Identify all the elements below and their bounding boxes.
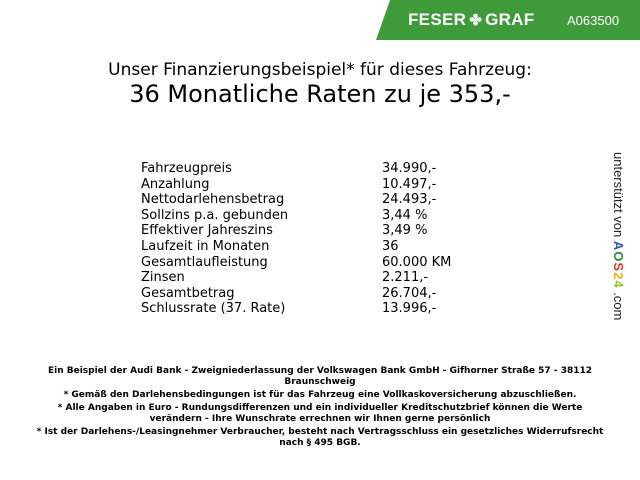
row-label: Fahrzeugpreis — [141, 161, 232, 176]
row-label: Effektiver Jahreszins — [141, 223, 273, 239]
row-value: 34.990,- — [382, 161, 437, 176]
row-label: Sollzins p.a. gebunden — [141, 207, 289, 223]
row-label: Anzahlung — [141, 176, 210, 192]
domain-suffix: .com — [611, 292, 626, 321]
row-value: 3,49 % — [382, 223, 428, 239]
table-row: Gesamtlaufleistung 60.000 KM — [141, 255, 471, 271]
financing-title: Unser Finanzierungsbeispiel* für dieses … — [108, 60, 532, 80]
row-value: 26.704,- — [382, 285, 437, 301]
table-row: Gesamtbetrag 26.704,- — [141, 286, 471, 302]
table-row: Nettodarlehensbetrag 24.493,- — [141, 192, 471, 208]
row-label: Gesamtbetrag — [141, 285, 235, 301]
row-value: 3,44 % — [382, 207, 428, 223]
monthly-rate-headline: 36 Monatliche Raten zu je 353,- — [129, 80, 511, 108]
row-label: Schlussrate (37. Rate) — [141, 301, 286, 317]
table-row: Effektiver Jahreszins 3,49 % — [141, 223, 471, 239]
row-label: Gesamtlaufleistung — [141, 254, 268, 270]
financing-table: Fahrzeugpreis 34.990,- Anzahlung 10.497,- Ne… — [141, 161, 471, 317]
disclaimer-line: * Alle Angaben in Euro - Rundungsdiffere… — [57, 403, 583, 424]
clover-icon: ✤ — [469, 12, 483, 29]
powered-by: unterstützt von AOS24 .com — [611, 152, 626, 320]
row-value: 13.996,- — [382, 301, 437, 317]
table-row: Zinsen 2.211,- — [141, 270, 471, 286]
table-row: Anzahlung 10.497,- — [141, 177, 471, 193]
row-label: Zinsen — [141, 270, 185, 286]
powered-by-text: unterstützt von — [611, 152, 626, 238]
row-value: 60.000 KM — [382, 254, 452, 270]
disclaimer: Ein Beispiel der Audi Bank - Zweignieder… — [30, 366, 610, 451]
disclaimer-line: Ein Beispiel der Audi Bank - Zweignieder… — [47, 366, 593, 387]
vehicle-code: A063500 — [567, 13, 620, 28]
aos24-logo: AOS24 — [611, 240, 626, 289]
disclaimer-line: * Ist der Darlehens-/Leasingnehmer Verbr… — [36, 427, 604, 448]
brand-name: FESER — [408, 10, 467, 29]
row-label: Laufzeit in Monaten — [141, 238, 270, 254]
row-value: 24.493,- — [382, 192, 437, 208]
disclaimer-line: * Gemäß den Darlehensbedingungen ist für… — [63, 390, 577, 400]
brand-name-2: GRAF — [485, 10, 535, 29]
row-value: 2.211,- — [382, 270, 429, 286]
brand-logo: FESER ✤ GRAF — [408, 10, 534, 30]
table-row: Laufzeit in Monaten 36 — [141, 239, 471, 255]
header-banner — [376, 0, 640, 40]
row-label: Nettodarlehensbetrag — [141, 192, 285, 208]
table-row: Sollzins p.a. gebunden 3,44 % — [141, 208, 471, 224]
row-value: 36 — [382, 238, 399, 254]
table-row: Fahrzeugpreis 34.990,- — [141, 161, 471, 177]
table-row: Schlussrate (37. Rate) 13.996,- — [141, 301, 471, 317]
row-value: 10.497,- — [382, 176, 437, 192]
